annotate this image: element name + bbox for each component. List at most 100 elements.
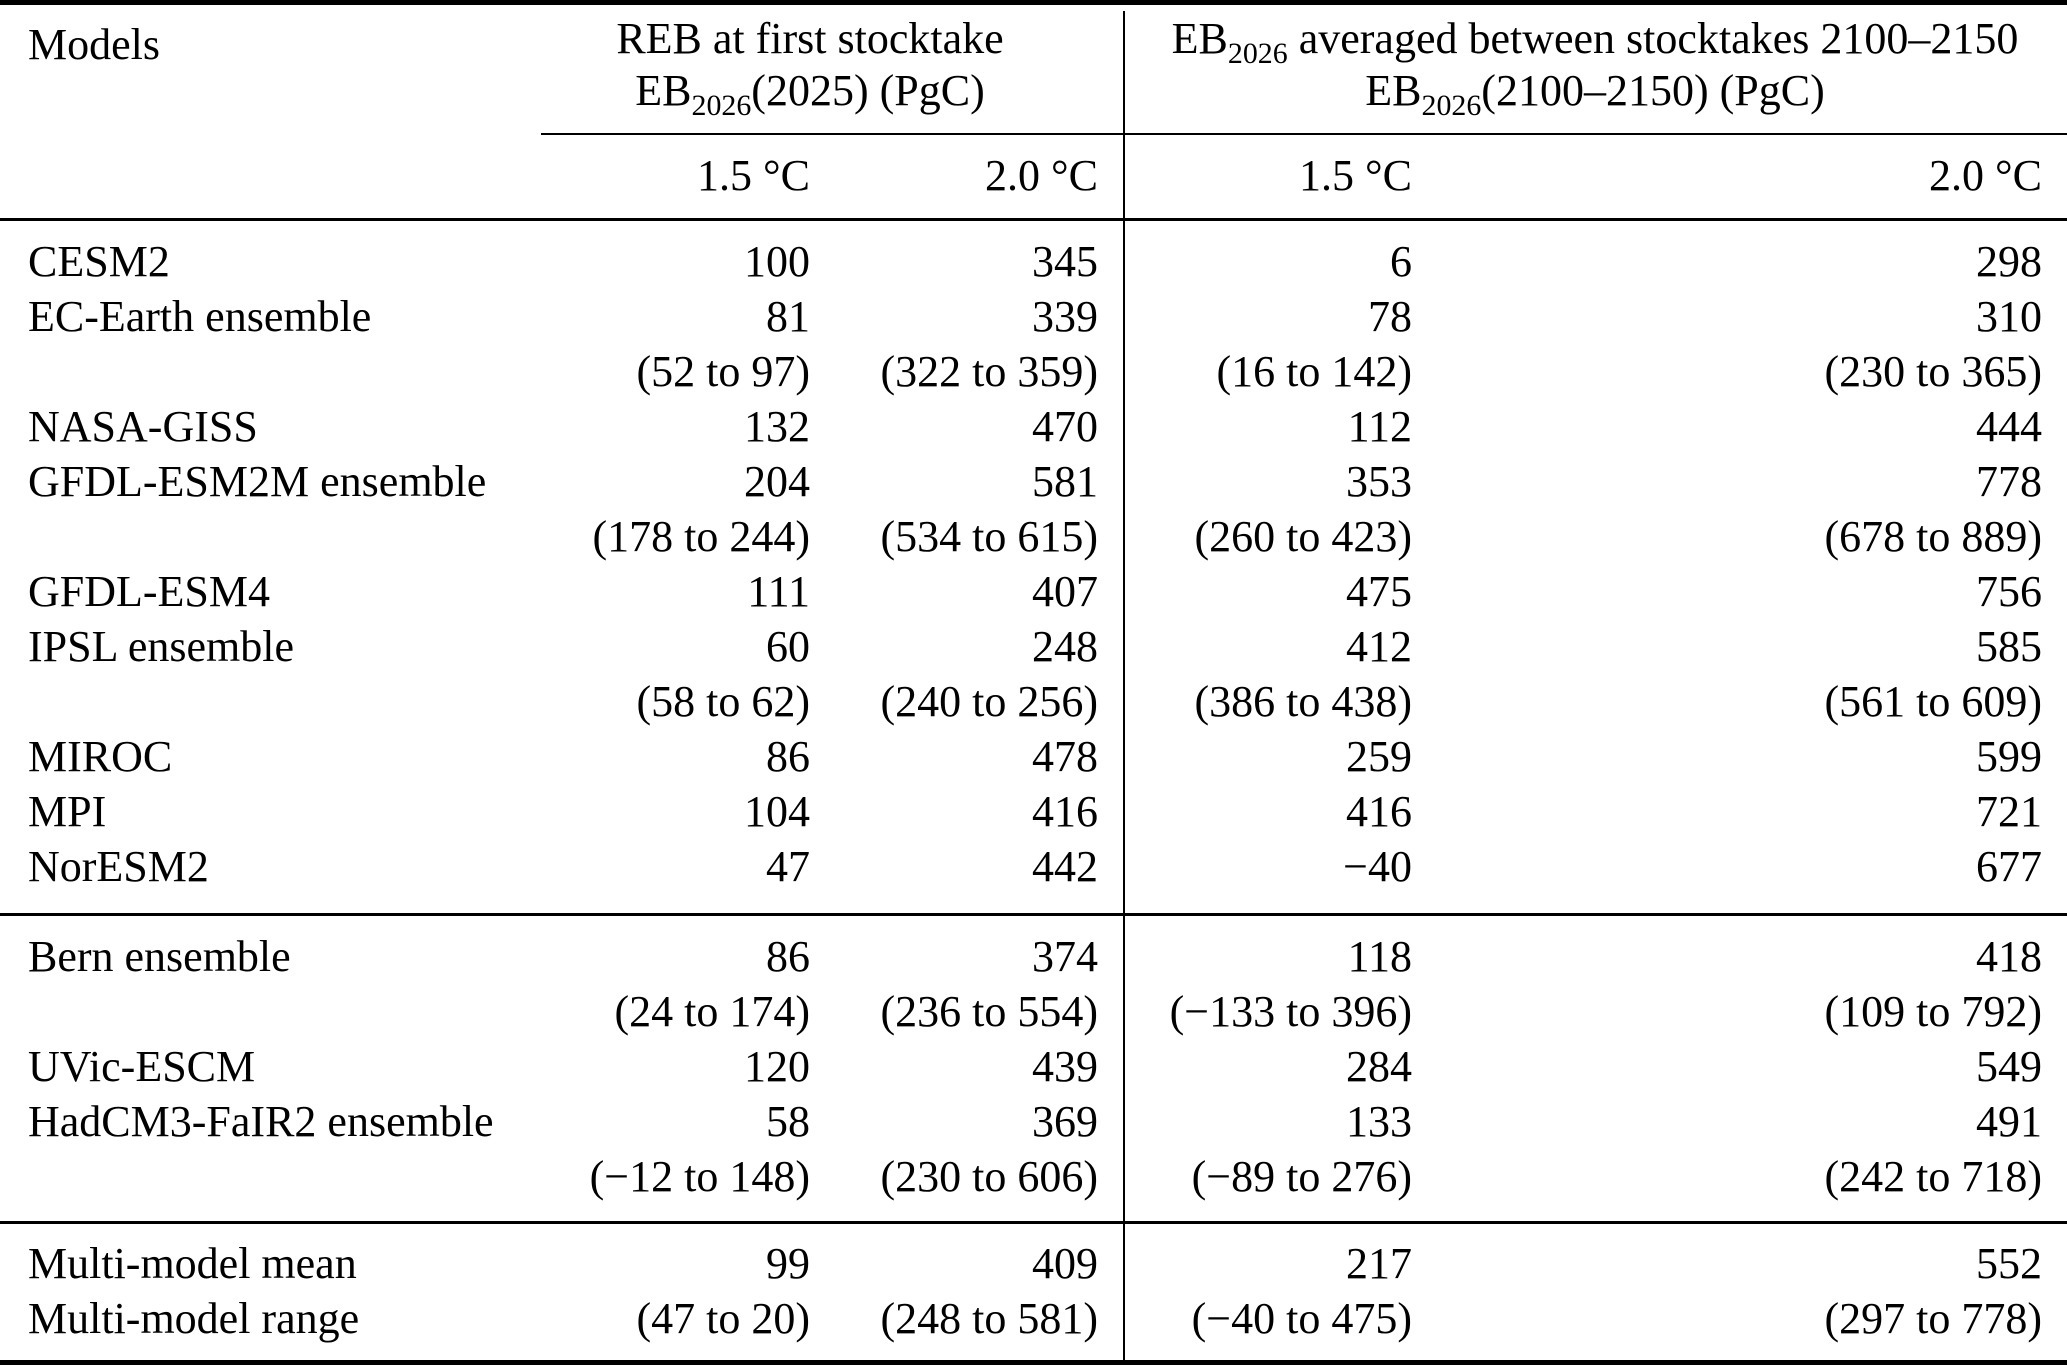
- model-label: GFDL-ESM2M ensemble: [28, 457, 487, 507]
- section-divider-rule: [0, 913, 2067, 916]
- value-cell: 78: [1368, 292, 1412, 342]
- value-cell: 585: [1976, 622, 2042, 672]
- value-cell: 444: [1976, 402, 2042, 452]
- range-cell: (230 to 606): [880, 1152, 1098, 1202]
- value-cell: 133: [1346, 1097, 1412, 1147]
- value-cell: 112: [1347, 402, 1412, 452]
- col-header-2p0c-avg: 2.0 °C: [1929, 151, 2042, 201]
- value-cell: 86: [766, 732, 810, 782]
- group1-subtitle: EB2026(2025) (PgC): [635, 66, 985, 122]
- value-cell: 491: [1976, 1097, 2042, 1147]
- model-label: CESM2: [28, 237, 170, 287]
- value-cell: 120: [744, 1042, 810, 1092]
- table-bottom-rule: [0, 1360, 2067, 1365]
- value-cell: 439: [1032, 1042, 1098, 1092]
- range-row: (24 to 174) (236 to 554) (−133 to 396) (…: [0, 985, 2067, 1040]
- value-cell: 549: [1976, 1042, 2042, 1092]
- value-cell: 442: [1032, 842, 1098, 892]
- value-cell: 418: [1976, 932, 2042, 982]
- temperature-header-row: 1.5 °C 2.0 °C 1.5 °C 2.0 °C: [0, 135, 2067, 218]
- range-cell: (322 to 359): [880, 347, 1098, 397]
- col-header-1p5c-first: 1.5 °C: [697, 151, 810, 201]
- value-cell: 58: [766, 1097, 810, 1147]
- range-cell: (242 to 718): [1824, 1152, 2042, 1202]
- value-cell: 369: [1032, 1097, 1098, 1147]
- model-label: GFDL-ESM4: [28, 567, 271, 617]
- section-divider-rule: [0, 1221, 2067, 1224]
- value-cell: 132: [744, 402, 810, 452]
- value-cell: 345: [1032, 237, 1098, 287]
- group2-subtitle: EB2026(2100–2150) (PgC): [1365, 66, 1825, 122]
- value-cell: 339: [1032, 292, 1098, 342]
- value-cell: 118: [1347, 932, 1412, 982]
- range-row: (−12 to 148) (230 to 606) (−89 to 276) (…: [0, 1150, 2067, 1205]
- model-label: EC-Earth ensemble: [28, 292, 372, 342]
- group-header-underline: [541, 133, 2067, 135]
- model-label: UVic-ESCM: [28, 1042, 256, 1092]
- value-cell: 721: [1976, 787, 2042, 837]
- range-cell: (178 to 244): [592, 512, 810, 562]
- range-cell: (230 to 365): [1824, 347, 2042, 397]
- value-cell: 248: [1032, 622, 1098, 672]
- value-cell: 81: [766, 292, 810, 342]
- summary-row: Multi-model mean 99 409 217 552: [0, 1237, 2067, 1292]
- range-row: (178 to 244) (534 to 615) (260 to 423) (…: [0, 510, 2067, 565]
- range-cell: (297 to 778): [1824, 1294, 2042, 1344]
- value-cell: 100: [744, 237, 810, 287]
- model-row: MPI 104 416 416 721: [0, 785, 2067, 840]
- range-cell: (16 to 142): [1216, 347, 1412, 397]
- value-cell: 298: [1976, 237, 2042, 287]
- model-row: MIROC 86 478 259 599: [0, 730, 2067, 785]
- value-cell: 778: [1976, 457, 2042, 507]
- range-cell: (236 to 554): [880, 987, 1098, 1037]
- value-cell: 374: [1032, 932, 1098, 982]
- model-label: NASA-GISS: [28, 402, 258, 452]
- value-cell: 60: [766, 622, 810, 672]
- col-header-1p5c-avg: 1.5 °C: [1299, 151, 1412, 201]
- value-cell: 756: [1976, 567, 2042, 617]
- model-label: MIROC: [28, 732, 173, 782]
- model-row: Bern ensemble 86 374 118 418: [0, 930, 2067, 985]
- model-row: NorESM2 47 442 −40 677: [0, 840, 2067, 895]
- range-cell: (248 to 581): [880, 1294, 1098, 1344]
- value-cell: 284: [1346, 1042, 1412, 1092]
- value-cell: 86: [766, 932, 810, 982]
- value-cell: 475: [1346, 567, 1412, 617]
- value-cell: 677: [1976, 842, 2042, 892]
- summary-label: Multi-model range: [28, 1294, 360, 1344]
- range-cell: (561 to 609): [1824, 677, 2042, 727]
- range-cell: (−12 to 148): [589, 1152, 810, 1202]
- subscript-2026: 2026: [691, 88, 752, 122]
- section-multi-model: Multi-model mean 99 409 217 552 Multi-mo…: [0, 1224, 2067, 1360]
- column-group-divider: [1123, 916, 1125, 1221]
- range-cell: (24 to 174): [614, 987, 810, 1037]
- value-cell: 478: [1032, 732, 1098, 782]
- range-cell: (−89 to 276): [1191, 1152, 1412, 1202]
- group2-title: EB2026 averaged between stocktakes 2100–…: [1171, 14, 2019, 70]
- models-column-header: Models: [28, 20, 160, 69]
- model-row: HadCM3-FaIR2 ensemble 58 369 133 491: [0, 1095, 2067, 1150]
- value-cell: 599: [1976, 732, 2042, 782]
- model-row: IPSL ensemble 60 248 412 585: [0, 620, 2067, 675]
- model-label: HadCM3-FaIR2 ensemble: [28, 1097, 494, 1147]
- subscript-2026: 2026: [1227, 36, 1288, 70]
- model-label: IPSL ensemble: [28, 622, 294, 672]
- value-cell: 552: [1976, 1239, 2042, 1289]
- value-cell: 99: [766, 1239, 810, 1289]
- value-cell: 204: [744, 457, 810, 507]
- range-cell: (58 to 62): [636, 677, 810, 727]
- model-row: CESM2 100 345 6 298: [0, 235, 2067, 290]
- model-label: NorESM2: [28, 842, 209, 892]
- value-cell: 111: [747, 567, 810, 617]
- value-cell: 409: [1032, 1239, 1098, 1289]
- value-cell: 407: [1032, 567, 1098, 617]
- model-row: UVic-ESCM 120 439 284 549: [0, 1040, 2067, 1095]
- range-cell: (260 to 423): [1194, 512, 1412, 562]
- table-top-rule: [0, 0, 2067, 5]
- range-cell: (−40 to 475): [1191, 1294, 1412, 1344]
- col-header-2p0c-first: 2.0 °C: [985, 151, 1098, 201]
- value-cell: 104: [744, 787, 810, 837]
- subscript-2026: 2026: [1421, 88, 1482, 122]
- value-cell: 310: [1976, 292, 2042, 342]
